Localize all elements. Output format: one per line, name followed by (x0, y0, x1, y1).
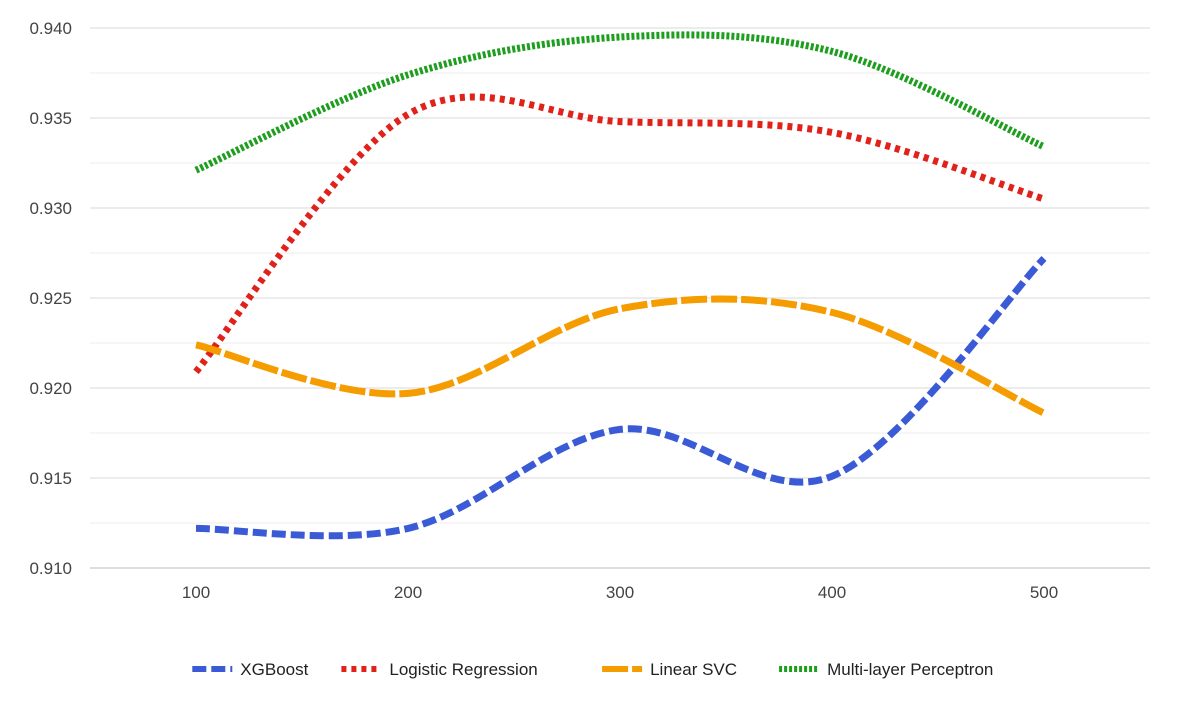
x-tick-label: 300 (606, 583, 634, 602)
x-tick-label: 200 (394, 583, 422, 602)
y-axis-ticks: 0.910 0.915 0.920 0.925 0.930 0.935 0.940 (29, 19, 72, 578)
y-tick-label: 0.910 (29, 559, 72, 578)
legend: XGBoost Logistic Regression Linear SVC Mult… (192, 660, 993, 679)
y-tick-label: 0.930 (29, 199, 72, 218)
legend-item-linear-svc: Linear SVC (602, 660, 737, 679)
legend-item-multi-layer-perceptron: Multi-layer Perceptron (779, 660, 993, 679)
y-tick-label: 0.940 (29, 19, 72, 38)
legend-item-logistic-regression: Logistic Regression (341, 660, 538, 679)
x-tick-label: 400 (818, 583, 846, 602)
y-tick-label: 0.915 (29, 469, 72, 488)
x-tick-label: 500 (1030, 583, 1058, 602)
y-tick-label: 0.920 (29, 379, 72, 398)
y-tick-label: 0.935 (29, 109, 72, 128)
legend-label: XGBoost (240, 660, 308, 679)
legend-label: Logistic Regression (389, 660, 537, 679)
legend-label: Multi-layer Perceptron (827, 660, 993, 679)
legend-label: Linear SVC (650, 660, 737, 679)
series-line-linear-svc (195, 295, 1046, 417)
legend-item-xgboost: XGBoost (192, 660, 309, 679)
x-axis-ticks: 100 200 300 400 500 (182, 583, 1058, 602)
series-line-xgboost (195, 255, 1047, 540)
x-tick-label: 100 (182, 583, 210, 602)
grid-lines (90, 27, 1150, 569)
y-tick-label: 0.925 (29, 289, 72, 308)
series-line-multi-layer-perceptron (194, 31, 1046, 174)
series-lines (193, 31, 1047, 540)
series-line-logistic-regression (193, 93, 1046, 375)
